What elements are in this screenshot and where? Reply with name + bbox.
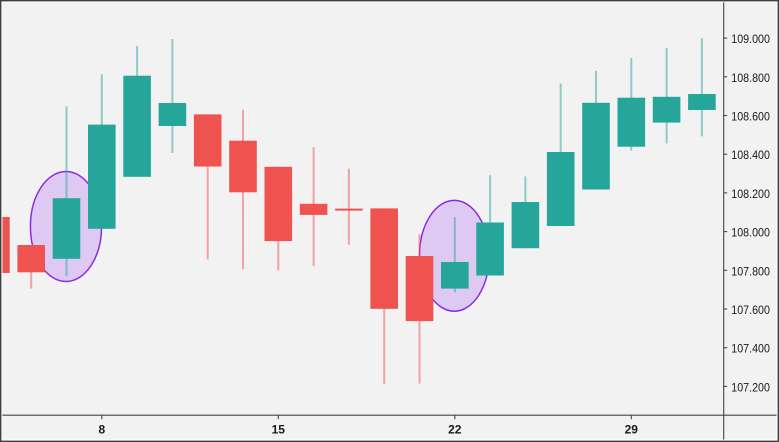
- svg-text:107.600: 107.600: [731, 303, 770, 317]
- svg-text:107.800: 107.800: [731, 264, 770, 278]
- svg-text:15: 15: [272, 422, 286, 436]
- svg-text:108.200: 108.200: [731, 187, 770, 201]
- svg-text:108.800: 108.800: [731, 71, 770, 85]
- svg-text:108.400: 108.400: [731, 148, 770, 162]
- svg-text:107.200: 107.200: [731, 380, 770, 394]
- svg-text:109.000: 109.000: [731, 32, 770, 46]
- svg-text:107.400: 107.400: [731, 342, 770, 356]
- svg-text:8: 8: [98, 422, 105, 436]
- svg-text:108.600: 108.600: [731, 110, 770, 124]
- svg-text:29: 29: [625, 422, 639, 436]
- svg-text:22: 22: [448, 422, 462, 436]
- svg-text:108.000: 108.000: [731, 226, 770, 240]
